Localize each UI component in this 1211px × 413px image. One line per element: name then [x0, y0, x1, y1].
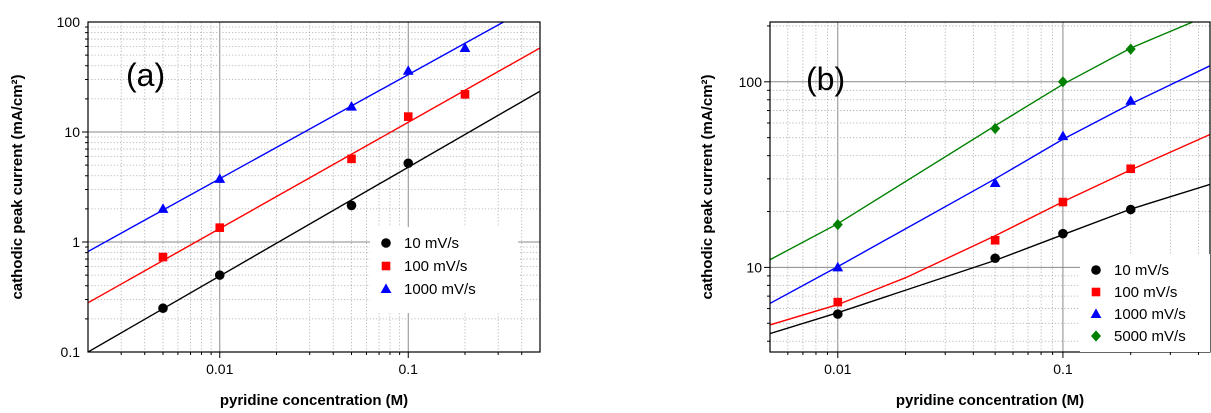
- legend-marker-2: [381, 261, 391, 271]
- legend-marker-4: [1091, 330, 1101, 342]
- legend: 10 mV/s 100 mV/s 1000 mV/s 5000 mV/s: [1080, 254, 1210, 352]
- data-point-series-2: [460, 90, 470, 99]
- data-point-series-3: [832, 261, 844, 272]
- y-tick-label: 10: [64, 124, 80, 140]
- legend: 10 mV/s 100 mV/s 1000 mV/s: [370, 227, 518, 313]
- data-point-series-1: [1058, 228, 1068, 239]
- x-axis-title: pyridine concentration (M): [896, 392, 1084, 409]
- data-point-series-3: [1125, 95, 1137, 105]
- y-tick-label: 100: [57, 14, 81, 30]
- legend-box: [1080, 254, 1210, 352]
- legend-box: [370, 227, 518, 313]
- legend-label-2: 100 mV/s: [1114, 284, 1177, 301]
- grid: [88, 22, 540, 352]
- fit-line-4: [770, 22, 1195, 261]
- data-point-series-1: [158, 303, 168, 314]
- data-point-series-2: [347, 154, 356, 164]
- panel-label: (b): [806, 61, 845, 97]
- legend-label-3: 1000 mV/s: [404, 281, 476, 298]
- y-axis-title: cathodic peak current (mA/cm²): [699, 74, 716, 299]
- data-point-series-3: [989, 177, 1001, 187]
- legend-label-3: 1000 mV/s: [1114, 306, 1186, 323]
- panel-label: (a): [126, 57, 165, 93]
- x-tick-label: 0.01: [206, 361, 233, 377]
- data-point-series-3: [214, 173, 226, 183]
- data-point-series-2: [990, 235, 1000, 245]
- data-point-series-2: [1126, 164, 1136, 174]
- fit-line-3: [770, 65, 1210, 305]
- legend-marker-2: [1091, 287, 1101, 297]
- data-point-series-1: [403, 158, 414, 169]
- data-point-series-3: [402, 65, 414, 75]
- x-tick-label: 0.1: [1053, 361, 1073, 377]
- legend-marker-1: [381, 238, 391, 248]
- y-tick-label: 100: [739, 74, 763, 90]
- legend-label-1: 10 mV/s: [1114, 262, 1169, 279]
- x-tick-label: 0.1: [399, 361, 419, 377]
- legend-marker-3: [1090, 308, 1102, 318]
- data-point-series-2: [833, 297, 843, 307]
- x-axis-title: pyridine concentration (M): [220, 392, 408, 409]
- data-point-series-2: [215, 223, 225, 232]
- data-point-series-1: [214, 270, 225, 280]
- data-point-series-1: [832, 309, 843, 319]
- data-point-series-4: [1125, 43, 1136, 55]
- data-point-series-3: [157, 203, 169, 213]
- y-tick-label: 0.1: [61, 344, 81, 360]
- legend-label-4: 5000 mV/s: [1114, 328, 1186, 345]
- data-point-series-2: [1058, 197, 1068, 207]
- chart-a: 0.01 0.1 0.1 1 10 100 pyridine concentration (…: [9, 14, 541, 409]
- legend-label-2: 100 mV/s: [404, 258, 467, 275]
- data-point-series-1: [346, 200, 357, 211]
- chart-b: 0.01 0.1 10 100 pyridine concentration (M) ca…: [699, 21, 1211, 409]
- legend-marker-1: [1091, 265, 1101, 275]
- grid: [770, 22, 1210, 352]
- data-point-series-4: [832, 219, 843, 231]
- data-point-series-4: [1057, 76, 1068, 88]
- legend-label-1: 10 mV/s: [404, 235, 459, 252]
- data-point-series-3: [1057, 130, 1069, 141]
- data-point-series-4: [990, 122, 1001, 135]
- fit-line-3: [88, 22, 504, 253]
- y-tick-label: 1: [72, 234, 80, 250]
- data-point-series-3: [346, 101, 357, 111]
- y-axis-title: cathodic peak current (mA/cm²): [9, 74, 26, 299]
- x-tick-label: 0.01: [824, 361, 851, 377]
- data-point-series-1: [990, 253, 1000, 264]
- data-point-series-2: [403, 112, 413, 121]
- data-point-series-3: [459, 42, 471, 53]
- legend-marker-3: [380, 283, 392, 293]
- plot-frame: [87, 21, 541, 353]
- y-tick-label: 10: [746, 259, 762, 275]
- fit-line-1: [770, 183, 1210, 335]
- plot-frame: [769, 21, 1211, 353]
- data-point-series-1: [1125, 204, 1136, 215]
- data-point-series-2: [158, 252, 168, 262]
